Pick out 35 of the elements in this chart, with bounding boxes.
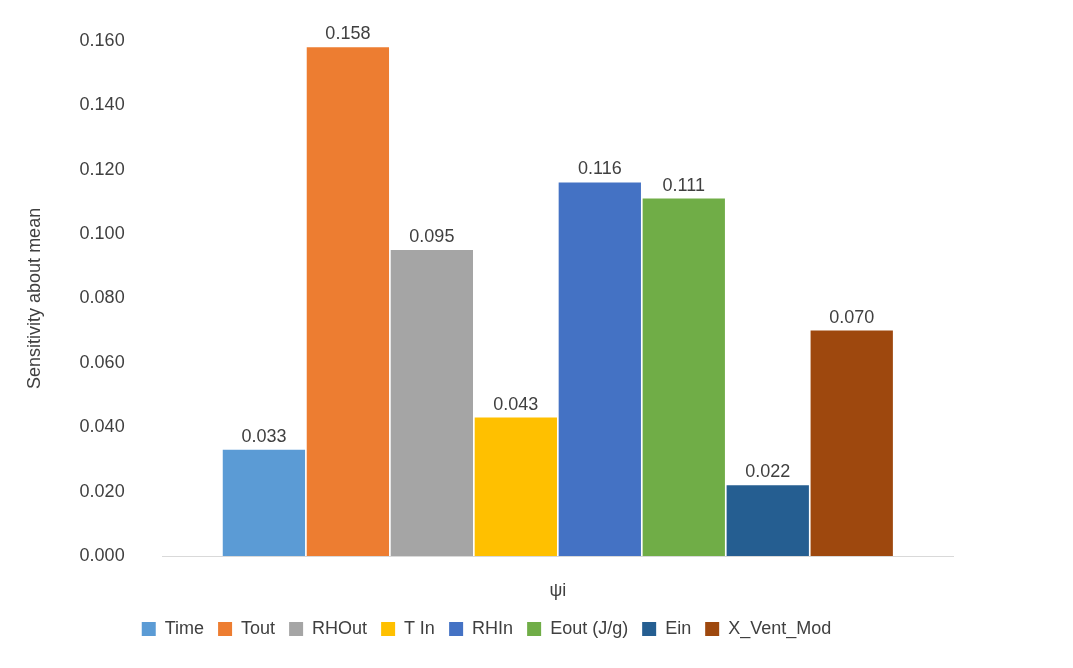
bar [222, 449, 306, 556]
y-tick-label: 0.060 [79, 351, 125, 372]
data-label: 0.095 [409, 226, 455, 247]
data-label: 0.043 [493, 393, 539, 414]
legend-label: Time [164, 617, 205, 638]
y-tick-label: 0.040 [79, 416, 125, 437]
bar [306, 47, 390, 556]
y-axis-title: Sensitivity about mean [23, 207, 44, 389]
data-label: 0.033 [241, 425, 287, 446]
bar [558, 182, 641, 556]
legend-label: Tout [241, 617, 276, 638]
y-tick-label: 0.100 [79, 222, 125, 243]
bar [390, 250, 474, 556]
x-axis-title: ψi [549, 580, 567, 601]
y-tick-label: 0.000 [79, 544, 125, 565]
legend-label: T In [404, 617, 435, 638]
data-label: 0.116 [577, 158, 622, 179]
bar [642, 198, 725, 556]
legend-label: X_Vent_Mod [728, 617, 832, 639]
legend-label: Eout (J/g) [550, 617, 629, 638]
legend-label: Ein [665, 617, 692, 638]
y-tick-label: 0.160 [79, 29, 125, 50]
y-tick-label: 0.020 [79, 480, 125, 501]
y-tick-label: 0.080 [79, 287, 125, 308]
y-tick-label: 0.140 [79, 94, 125, 115]
legend-label: RHOut [312, 617, 368, 638]
bar [474, 417, 557, 556]
y-tick-label: 0.120 [79, 158, 125, 179]
legend-label: RHIn [472, 617, 514, 638]
data-label: 0.111 [662, 174, 705, 195]
data-label: 0.070 [829, 306, 875, 327]
data-label: 0.022 [745, 461, 791, 482]
bar [726, 485, 809, 556]
data-label: 0.158 [325, 23, 371, 44]
bar [810, 330, 893, 556]
